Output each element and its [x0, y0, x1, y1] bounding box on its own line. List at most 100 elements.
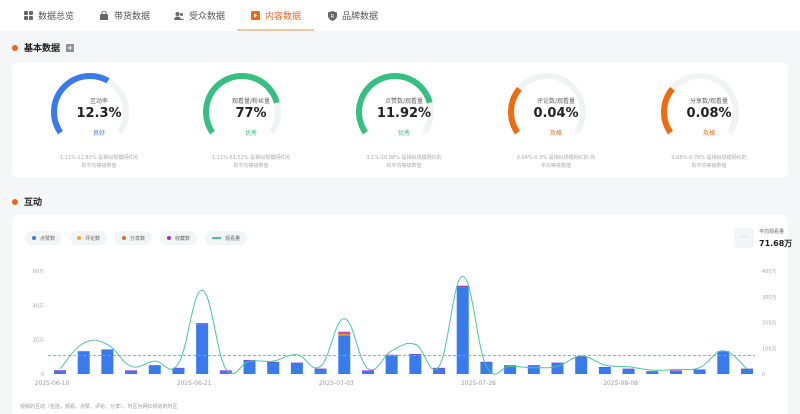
bar-segment[interactable] — [101, 349, 114, 351]
gauge-value: 0.04% — [533, 106, 579, 121]
legend-item-views[interactable]: 观看量 — [205, 231, 248, 245]
left-axis-tick: 20万 — [33, 338, 44, 344]
bar-segment[interactable] — [669, 370, 682, 371]
bar-segment[interactable] — [125, 370, 138, 371]
bar-segment[interactable] — [196, 324, 209, 374]
legend-item-favorites[interactable]: 收藏数 — [160, 231, 198, 245]
bar-segment[interactable] — [551, 362, 564, 374]
basic-data-card: 互动率 12.3% 良好 1.11%-12.83% 是相似规模网红的 的平均等级数… — [12, 62, 788, 178]
gauge-arc — [661, 73, 739, 135]
bar-segment[interactable] — [172, 367, 185, 369]
bar-segment[interactable] — [527, 365, 540, 366]
bar-segment[interactable] — [480, 361, 493, 363]
bar-segment[interactable] — [290, 362, 303, 364]
tab-audience[interactable]: 受众数据 — [174, 0, 225, 31]
bar-segment[interactable] — [693, 369, 706, 371]
bar-segment[interactable] — [361, 370, 374, 371]
gauge-level: 优秀 — [397, 130, 410, 137]
interaction-chart[interactable]: 0 20万 40万 60万 0 100万 200万 300万 400万 2025-06-10 202… — [0, 255, 800, 395]
bar-segment[interactable] — [77, 351, 90, 352]
bar-segment[interactable] — [125, 370, 138, 374]
bar-segment[interactable] — [456, 287, 469, 374]
gauge-card: 互动率 12.3% 良好 1.11%-12.83% 是相似规模网红的 的平均等级数… — [24, 68, 174, 188]
right-axis-tick: 400万 — [762, 269, 777, 275]
bar-segment[interactable] — [243, 360, 256, 374]
x-axis-tick: 2025-07-03 — [319, 380, 354, 387]
note-line: 1.11%-61.52% 是相似规模网红的 — [211, 155, 291, 161]
bar-segment[interactable] — [338, 335, 351, 374]
gauge-arc — [356, 73, 434, 135]
tab-overview[interactable]: 数据总览 — [23, 0, 74, 31]
bar-segment[interactable] — [219, 370, 232, 374]
bar-segment[interactable] — [409, 354, 422, 374]
legend-item-likes[interactable]: 点赞数 — [25, 231, 63, 245]
section-title: 基本数据 — [24, 44, 61, 54]
bar-segment[interactable] — [717, 351, 730, 374]
bar-segment[interactable] — [575, 356, 588, 358]
bar-segment[interactable] — [338, 332, 351, 335]
bar-segment[interactable] — [741, 368, 753, 374]
bar-segment[interactable] — [456, 285, 469, 288]
left-axis-tick: 60万 — [33, 269, 44, 275]
right-axis-tick: 300万 — [762, 295, 777, 301]
bar-segment[interactable] — [575, 356, 588, 374]
bar-segment[interactable] — [267, 361, 280, 374]
interaction-header: 互动 — [12, 195, 42, 208]
bar-segment[interactable] — [196, 323, 209, 325]
chart-footnote: 视频的互动（包括，观看、点赞、评论、分享），时区为网红频道的时区 — [20, 404, 178, 410]
bar-segment[interactable] — [622, 368, 635, 370]
bar-segment[interactable] — [290, 362, 303, 374]
bar-segment[interactable] — [504, 365, 517, 366]
bar-segment[interactable] — [219, 370, 232, 371]
bar-segment[interactable] — [669, 370, 682, 374]
legend-label: 点赞数 — [40, 235, 56, 242]
bar-segment[interactable] — [361, 370, 374, 374]
more-icon[interactable]: ··· — [734, 228, 754, 248]
dot-icon — [167, 236, 172, 240]
bar-segment[interactable] — [148, 365, 161, 366]
bar-segment[interactable] — [409, 353, 422, 355]
bar-segment[interactable] — [717, 351, 730, 352]
bar-segment[interactable] — [693, 369, 706, 374]
chart-legend: 点赞数 评论数 分享数 收藏数 观看量 — [25, 231, 248, 245]
legend-item-shares[interactable]: 分享数 — [115, 231, 153, 245]
tab-brand[interactable]: R 品牌数据 — [327, 0, 378, 31]
bar-segment[interactable] — [527, 365, 540, 374]
bar-segment[interactable] — [338, 331, 351, 333]
bar-segment[interactable] — [338, 334, 351, 336]
bar-segment[interactable] — [433, 367, 446, 369]
bar-segment[interactable] — [622, 368, 635, 374]
bar-segment[interactable] — [504, 365, 517, 374]
bar-segment[interactable] — [385, 354, 398, 356]
bar-segment[interactable] — [172, 367, 185, 374]
bar-segment[interactable] — [646, 371, 659, 374]
bar-segment[interactable] — [314, 368, 327, 370]
bar-segment[interactable] — [433, 367, 446, 374]
copy-icon[interactable]: + — [66, 43, 75, 52]
bar-segment[interactable] — [598, 367, 611, 374]
tab-content[interactable]: 内容数据 — [236, 0, 315, 31]
bar-segment[interactable] — [243, 359, 256, 361]
bar-segment[interactable] — [54, 370, 66, 374]
gauge-label: 评论数/观看量 — [536, 98, 576, 105]
bar-segment[interactable] — [267, 361, 280, 363]
bar-segment[interactable] — [551, 362, 564, 364]
gauge-note: 1.11%-61.52% 是相似规模网红的 的平均等级数值 — [181, 154, 321, 170]
gauge-note: 3.1%-10.88% 是相似规模网红的 的平均等级数值 — [334, 154, 474, 170]
bar-segment[interactable] — [646, 371, 659, 372]
bar-segment[interactable] — [101, 349, 114, 374]
legend-item-comments[interactable]: 评论数 — [70, 231, 108, 245]
bar-segment[interactable] — [54, 370, 66, 371]
bar-segment[interactable] — [77, 351, 90, 374]
bar-segment[interactable] — [741, 368, 753, 370]
tab-label: 品牌数据 — [342, 12, 379, 22]
bar-segment[interactable] — [148, 365, 161, 374]
bar-segment[interactable] — [385, 355, 398, 374]
svg-text:R: R — [330, 14, 334, 20]
basic-data-header: 基本数据 + — [12, 41, 75, 54]
users-icon — [174, 11, 184, 21]
bar-segment[interactable] — [314, 368, 327, 374]
bar-segment[interactable] — [598, 366, 611, 368]
tab-sales[interactable]: 带货数据 — [99, 0, 150, 31]
legend-label: 评论数 — [85, 235, 101, 242]
